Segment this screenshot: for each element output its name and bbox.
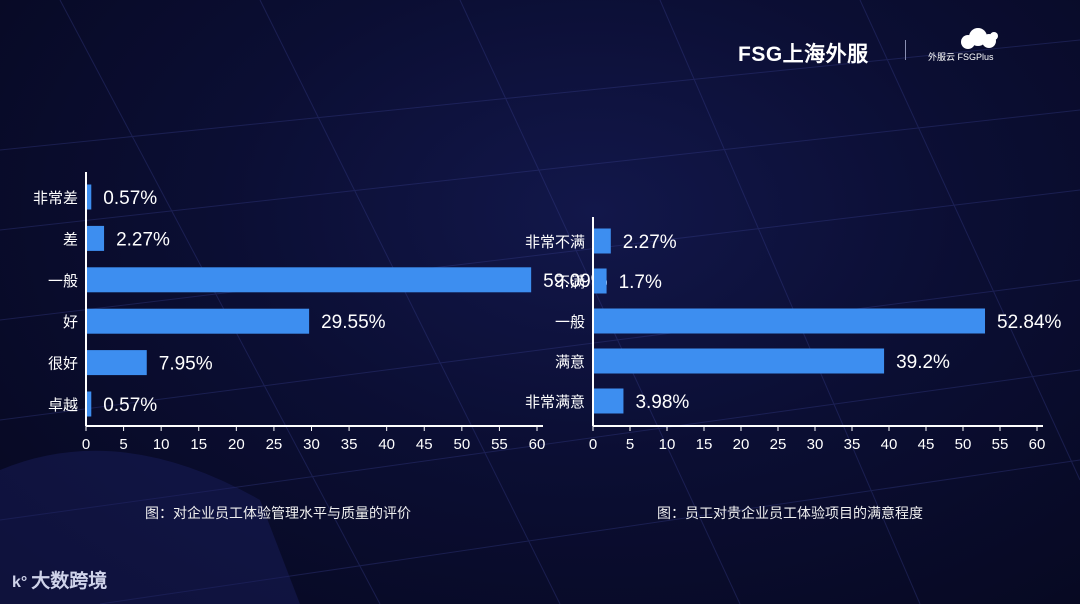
bar: [87, 184, 92, 210]
x-tick-label: 40: [881, 436, 898, 453]
x-tick-label: 15: [190, 436, 207, 453]
bar: [594, 348, 885, 374]
category-label: 卓越: [48, 396, 78, 414]
cloud-logo-icon: [961, 28, 998, 49]
data-label: 59.09%: [543, 271, 608, 292]
x-tick-label: 40: [378, 436, 395, 453]
category-label: 非常不满: [525, 233, 585, 251]
x-tick-label: 30: [807, 436, 824, 453]
bar: [87, 350, 147, 376]
category-label: 好: [63, 313, 78, 331]
bar: [87, 308, 310, 334]
x-tick-label: 50: [453, 436, 470, 453]
x-tick-label: 55: [491, 436, 508, 453]
x-tick-label: 50: [955, 436, 972, 453]
bar: [87, 267, 532, 293]
bar: [594, 388, 624, 414]
x-tick-label: 15: [696, 436, 713, 453]
bar: [594, 308, 986, 334]
category-label: 不满: [555, 273, 585, 291]
category-label: 一般: [48, 272, 78, 290]
data-label: 52.84%: [997, 312, 1062, 333]
brand-logo-text: FSG上海外服: [738, 43, 869, 66]
brand-sub-text: 外服云 FSGPlus: [928, 52, 994, 62]
watermark-logo: k° 大数跨境: [12, 566, 107, 593]
bar: [87, 391, 92, 417]
x-tick-label: 25: [770, 436, 787, 453]
x-tick-label: 30: [303, 436, 320, 453]
watermark-icon: k°: [12, 574, 28, 591]
x-tick-label: 45: [918, 436, 935, 453]
category-label: 满意: [555, 353, 585, 371]
bar: [594, 228, 611, 254]
x-tick-label: 20: [228, 436, 245, 453]
caption-right: 图：员工对贵企业员工体验项目的满意程度: [657, 506, 923, 522]
x-tick-label: 0: [589, 436, 597, 453]
data-label: 29.55%: [321, 312, 386, 333]
bar: [87, 225, 105, 251]
x-tick-label: 60: [529, 436, 546, 453]
bar: [594, 268, 607, 294]
data-label: 3.98%: [635, 392, 689, 413]
x-tick-label: 5: [119, 436, 127, 453]
x-tick-label: 5: [626, 436, 634, 453]
category-label: 非常满意: [525, 393, 585, 411]
category-label: 很好: [48, 355, 78, 373]
x-tick-label: 35: [341, 436, 358, 453]
x-tick-label: 35: [844, 436, 861, 453]
data-label: 0.57%: [103, 395, 157, 416]
x-tick-label: 0: [82, 436, 90, 453]
x-tick-label: 60: [1029, 436, 1046, 453]
caption-left: 图：对企业员工体验管理水平与质量的评价: [145, 506, 411, 522]
x-tick-label: 55: [992, 436, 1009, 453]
category-label: 差: [63, 230, 78, 248]
data-label: 39.2%: [896, 352, 950, 373]
data-label: 0.57%: [103, 188, 157, 209]
data-label: 2.27%: [623, 232, 677, 253]
category-label: 非常差: [33, 189, 78, 207]
data-label: 7.95%: [159, 354, 213, 375]
x-tick-label: 25: [266, 436, 283, 453]
x-tick-label: 10: [153, 436, 170, 453]
x-tick-label: 10: [659, 436, 676, 453]
x-tick-label: 45: [416, 436, 433, 453]
x-tick-label: 20: [733, 436, 750, 453]
data-label: 2.27%: [116, 229, 170, 250]
data-label: 1.7%: [619, 272, 662, 293]
category-label: 一般: [555, 313, 585, 331]
brand-divider: [905, 40, 906, 60]
watermark-text: 大数跨境: [31, 571, 108, 592]
